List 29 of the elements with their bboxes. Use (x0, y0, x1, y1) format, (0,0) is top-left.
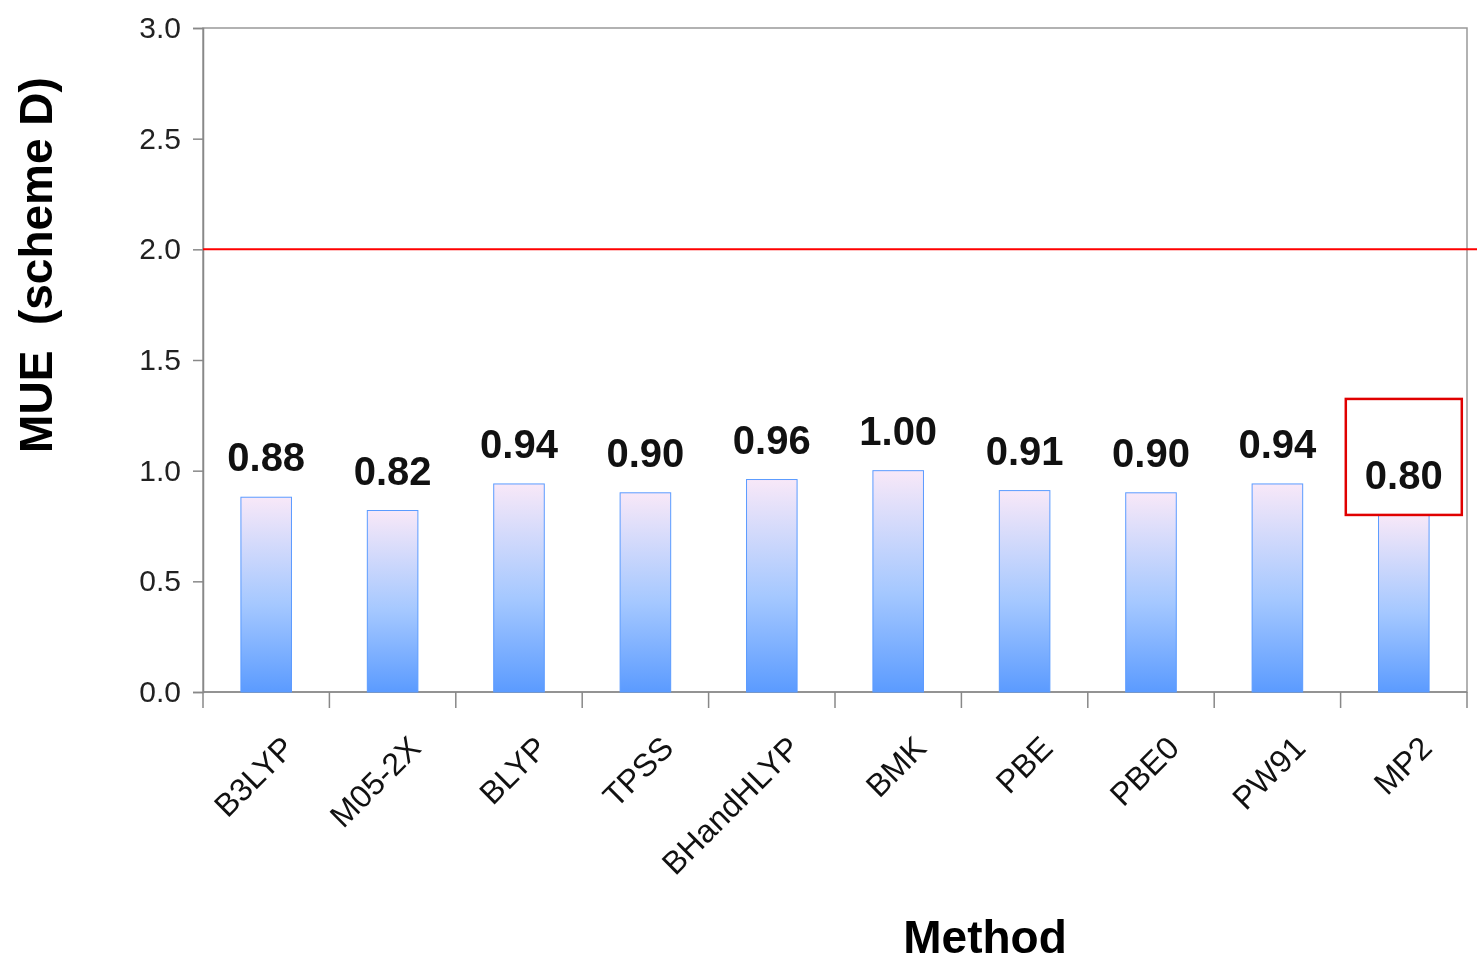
data-label: 0.80 (1364, 452, 1443, 497)
bar (619, 492, 672, 693)
data-label: 0.96 (732, 417, 811, 462)
bar (998, 490, 1051, 693)
bar (366, 510, 419, 693)
x-axis-title: Method (903, 911, 1067, 957)
data-label: 0.90 (1112, 430, 1190, 475)
data-label: 0.94 (1238, 421, 1318, 466)
y-tick-label: 0.0 (139, 675, 181, 709)
data-label: 0.82 (353, 448, 432, 493)
bar (240, 496, 292, 693)
data-label: 1.00 (859, 408, 938, 453)
bar (872, 470, 924, 693)
bar (493, 483, 545, 693)
bar (1378, 514, 1430, 693)
y-tick-label: 2.5 (139, 121, 181, 155)
y-tick-label: 1.0 (139, 453, 181, 487)
data-label: 0.88 (227, 435, 306, 480)
bar (1125, 492, 1177, 693)
bar (1251, 483, 1304, 693)
y-tick-label: 0.5 (139, 564, 181, 598)
data-label: 0.94 (480, 421, 559, 466)
y-tick-label: 3.0 (139, 11, 181, 45)
data-label: 0.90 (606, 430, 685, 475)
y-axis-title: MUE (scheme D) (10, 77, 62, 453)
y-tick-label: 1.5 (139, 343, 181, 377)
data-label: 0.91 (985, 428, 1064, 473)
y-tick-label: 2.0 (139, 232, 181, 266)
bar (746, 479, 798, 693)
